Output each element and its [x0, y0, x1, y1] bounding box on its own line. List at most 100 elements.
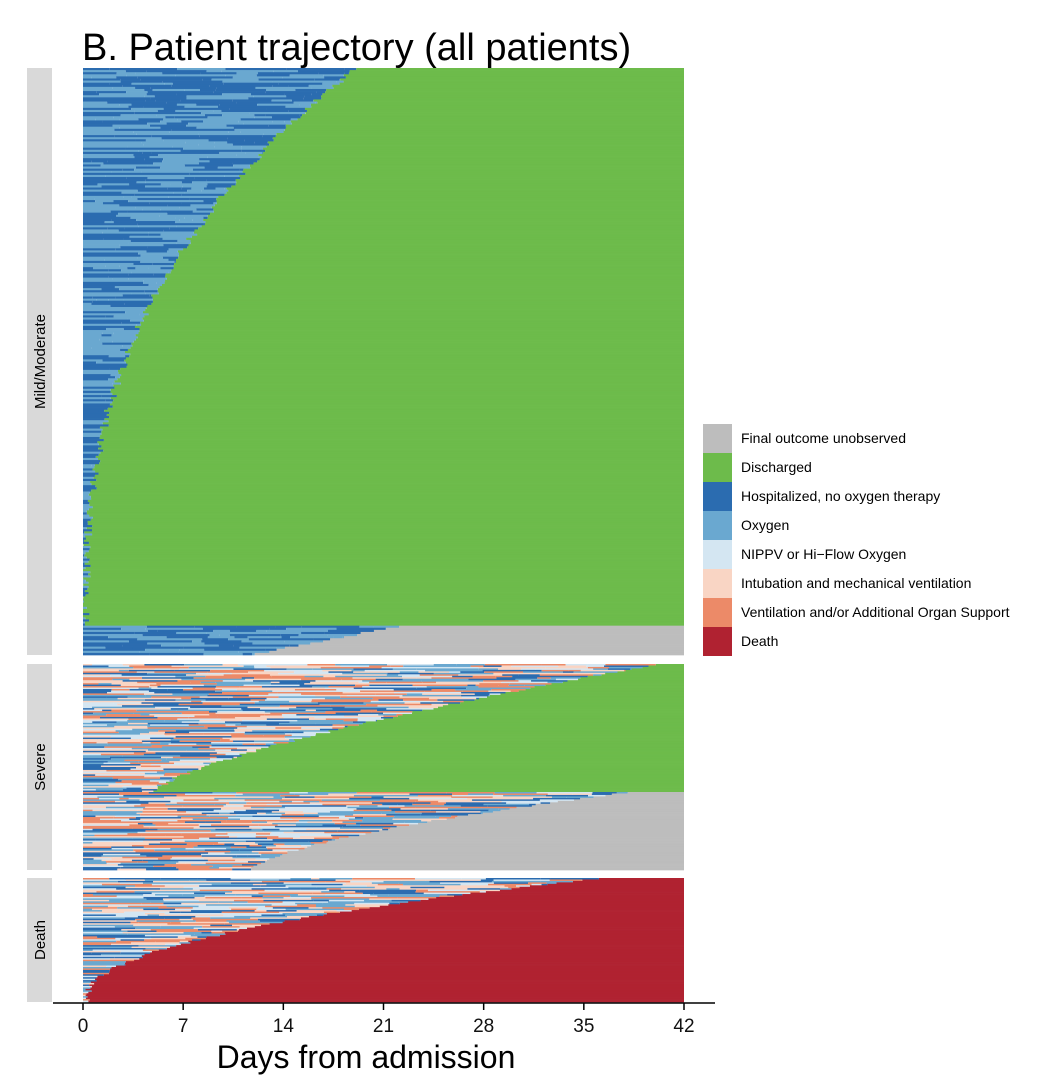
row-state-segment [125, 886, 184, 889]
row-state-segment [241, 708, 261, 710]
row-final-state-segment [388, 904, 684, 907]
row-state-segment [83, 858, 94, 861]
row-state-segment [126, 91, 148, 94]
row-state-segment [555, 678, 579, 681]
row-state-segment [498, 808, 510, 811]
row-state-segment [136, 812, 202, 815]
row-state-segment [226, 847, 268, 850]
row-state-segment [135, 918, 180, 921]
legend-label: Oxygen [741, 517, 789, 533]
row-state-segment [396, 714, 403, 716]
row-state-segment [392, 668, 417, 671]
row-state-segment [110, 304, 148, 308]
row-state-segment [146, 625, 195, 629]
row-state-segment [147, 91, 191, 94]
row-state-segment [83, 202, 103, 205]
row-final-state-segment [92, 533, 685, 536]
row-state-segment [332, 708, 387, 710]
row-state-segment [105, 174, 119, 178]
row-state-segment [191, 200, 204, 203]
row-state-segment [83, 529, 92, 532]
row-state-segment [110, 943, 166, 946]
row-state-segment [83, 716, 100, 719]
row-state-segment [92, 809, 138, 812]
row-final-state-segment [89, 558, 684, 562]
row-state-segment [506, 802, 541, 805]
row-state-segment [83, 439, 104, 442]
row-state-segment [197, 936, 207, 939]
row-state-segment [192, 888, 252, 891]
row-state-segment [303, 800, 320, 803]
row-state-segment [106, 696, 128, 699]
row-state-segment [141, 740, 180, 743]
row-state-segment [83, 520, 88, 524]
row-state-segment [545, 666, 588, 669]
row-final-state-segment [90, 571, 685, 574]
row-state-segment [165, 116, 175, 119]
row-state-segment [204, 849, 240, 852]
row-state-segment [112, 124, 150, 128]
row-state-segment [173, 174, 225, 178]
row-state-segment [131, 747, 199, 750]
row-state-segment [256, 908, 286, 911]
row-final-state-segment [175, 260, 685, 264]
row-state-segment [317, 812, 382, 815]
row-state-segment [380, 716, 394, 719]
row-state-segment [425, 879, 447, 882]
row-state-segment [96, 361, 126, 364]
row-final-state-segment [315, 734, 684, 737]
row-final-state-segment [124, 962, 684, 965]
row-state-segment [83, 939, 121, 942]
row-state-segment [83, 821, 133, 824]
row-state-segment [174, 116, 208, 119]
row-state-segment [224, 843, 235, 846]
row-state-segment [83, 562, 85, 566]
row-state-segment [105, 646, 133, 650]
row-state-segment [160, 684, 204, 687]
row-state-segment [194, 715, 218, 718]
row-state-segment [83, 934, 145, 937]
row-state-segment [122, 856, 173, 859]
row-state-segment [144, 934, 176, 937]
row-state-segment [166, 122, 189, 125]
row-state-segment [178, 703, 240, 706]
row-final-state-segment [170, 271, 685, 274]
row-state-segment [531, 883, 542, 886]
row-state-segment [288, 84, 309, 88]
row-state-segment [83, 781, 116, 784]
row-final-state-segment [330, 638, 684, 641]
row-state-segment [456, 664, 485, 666]
row-state-segment [110, 737, 131, 740]
row-state-segment [421, 819, 432, 822]
row-state-segment [83, 762, 104, 765]
row-final-state-segment [85, 997, 684, 1000]
row-state-segment [83, 706, 93, 709]
row-state-segment [223, 805, 244, 808]
row-final-state-segment [84, 621, 684, 624]
row-state-segment [216, 752, 247, 755]
row-state-segment [83, 470, 96, 473]
row-state-segment [241, 640, 285, 643]
row-state-segment [344, 908, 359, 911]
row-state-segment [289, 792, 308, 794]
row-state-segment [607, 668, 631, 671]
row-state-segment [481, 806, 517, 809]
row-final-state-segment [88, 581, 684, 585]
row-state-segment [541, 883, 548, 886]
row-final-state-segment [399, 625, 684, 629]
row-state-segment [281, 714, 297, 716]
row-state-segment [83, 955, 142, 958]
row-state-segment [185, 728, 235, 731]
row-final-state-segment [135, 334, 684, 337]
row-state-segment [422, 681, 437, 684]
row-state-segment [172, 839, 220, 841]
row-state-segment [83, 799, 140, 802]
row-state-segment [92, 296, 116, 299]
row-state-segment [207, 183, 236, 186]
row-state-segment [167, 204, 191, 207]
row-final-state-segment [98, 453, 685, 457]
row-final-state-segment [436, 896, 684, 899]
x-ticks: 0 7 14 21 28 35 42 [78, 1003, 695, 1037]
row-final-state-segment [236, 181, 684, 184]
panel-rows-severe [83, 664, 685, 871]
